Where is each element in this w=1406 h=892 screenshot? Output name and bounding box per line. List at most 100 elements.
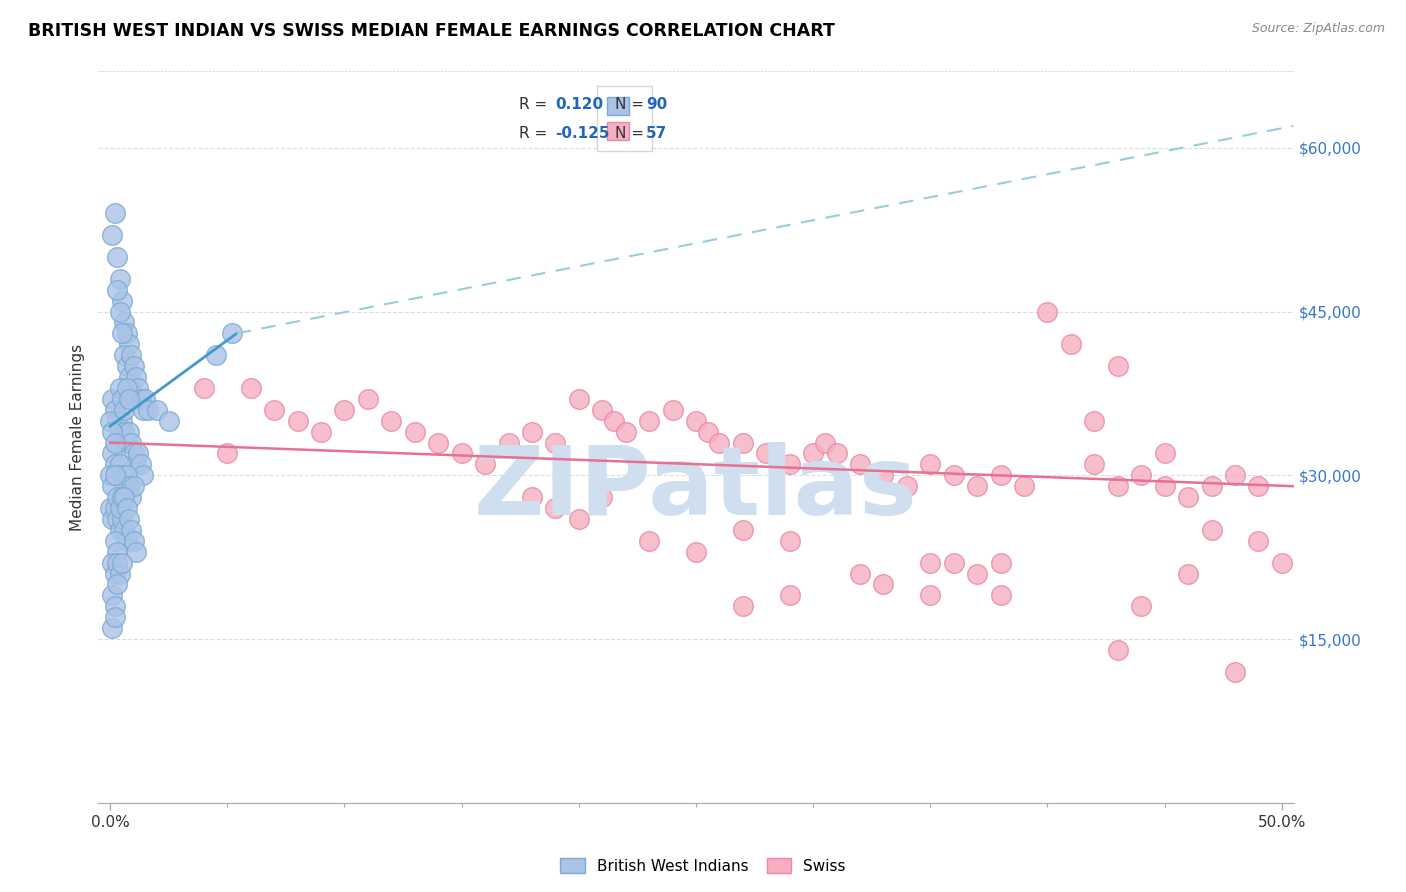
Point — [520, 425, 543, 439]
Point — [105, 577, 128, 591]
Point — [104, 402, 127, 417]
Point — [990, 556, 1012, 570]
Point — [591, 402, 613, 417]
Point — [122, 446, 145, 460]
Point — [118, 392, 141, 406]
Legend: , : , — [596, 87, 652, 151]
Point — [779, 588, 801, 602]
Point — [1107, 479, 1129, 493]
Point — [1107, 643, 1129, 657]
Point — [614, 425, 637, 439]
Point — [1177, 490, 1199, 504]
Point — [696, 425, 718, 439]
Point — [920, 588, 942, 602]
Point — [104, 599, 127, 614]
Point — [1036, 304, 1059, 318]
Point — [380, 414, 402, 428]
Point — [111, 293, 134, 308]
Point — [134, 392, 156, 406]
Point — [108, 304, 131, 318]
Point — [105, 468, 128, 483]
Point — [122, 359, 145, 373]
Point — [849, 458, 872, 472]
Point — [221, 326, 243, 341]
Point — [108, 425, 131, 439]
Point — [104, 206, 127, 220]
Point — [814, 435, 837, 450]
Point — [122, 479, 145, 493]
Point — [990, 468, 1012, 483]
Point — [101, 556, 124, 570]
Point — [101, 446, 124, 460]
Text: 57: 57 — [645, 126, 666, 141]
Point — [115, 533, 138, 548]
Point — [115, 435, 138, 450]
Point — [1177, 566, 1199, 581]
Point — [1223, 468, 1246, 483]
Point — [731, 599, 754, 614]
Point — [127, 381, 149, 395]
Point — [115, 326, 138, 341]
Point — [825, 446, 848, 460]
Point — [129, 392, 152, 406]
Point — [105, 250, 128, 264]
Point — [98, 468, 121, 483]
Point — [544, 501, 567, 516]
Point — [1060, 337, 1083, 351]
Point — [1012, 479, 1035, 493]
Point — [427, 435, 450, 450]
Point — [101, 621, 124, 635]
Point — [115, 468, 138, 483]
Point — [1247, 479, 1270, 493]
Point — [1153, 446, 1175, 460]
Point — [122, 392, 145, 406]
Point — [132, 402, 155, 417]
Point — [105, 283, 128, 297]
Point — [101, 479, 124, 493]
Point — [920, 458, 942, 472]
Point — [685, 545, 707, 559]
Point — [1271, 556, 1294, 570]
Point — [112, 479, 135, 493]
Text: BRITISH WEST INDIAN VS SWISS MEDIAN FEMALE EARNINGS CORRELATION CHART: BRITISH WEST INDIAN VS SWISS MEDIAN FEMA… — [28, 22, 835, 40]
Point — [112, 490, 135, 504]
Point — [105, 512, 128, 526]
Point — [966, 566, 988, 581]
Point — [98, 501, 121, 516]
Point — [105, 414, 128, 428]
Point — [1201, 523, 1223, 537]
Point — [755, 446, 778, 460]
Point — [1247, 533, 1270, 548]
Point — [120, 523, 142, 537]
Point — [966, 479, 988, 493]
Point — [111, 468, 134, 483]
Point — [118, 337, 141, 351]
Point — [309, 425, 332, 439]
Point — [498, 435, 520, 450]
Point — [942, 468, 965, 483]
Point — [896, 479, 918, 493]
Point — [101, 588, 124, 602]
Text: N =: N = — [614, 96, 648, 112]
Point — [731, 435, 754, 450]
Point — [685, 414, 707, 428]
Y-axis label: Median Female Earnings: Median Female Earnings — [70, 343, 86, 531]
Point — [112, 402, 135, 417]
Point — [104, 610, 127, 624]
Point — [591, 490, 613, 504]
Point — [101, 512, 124, 526]
Point — [101, 425, 124, 439]
Point — [1153, 479, 1175, 493]
Point — [108, 272, 131, 286]
Point — [990, 588, 1012, 602]
Point — [193, 381, 215, 395]
Point — [104, 458, 127, 472]
Point — [136, 402, 159, 417]
Point — [568, 512, 591, 526]
Point — [118, 425, 141, 439]
Text: ZIPatlas: ZIPatlas — [474, 442, 918, 535]
Point — [125, 458, 148, 472]
Text: R =: R = — [519, 96, 553, 112]
Point — [111, 512, 134, 526]
Point — [217, 446, 239, 460]
